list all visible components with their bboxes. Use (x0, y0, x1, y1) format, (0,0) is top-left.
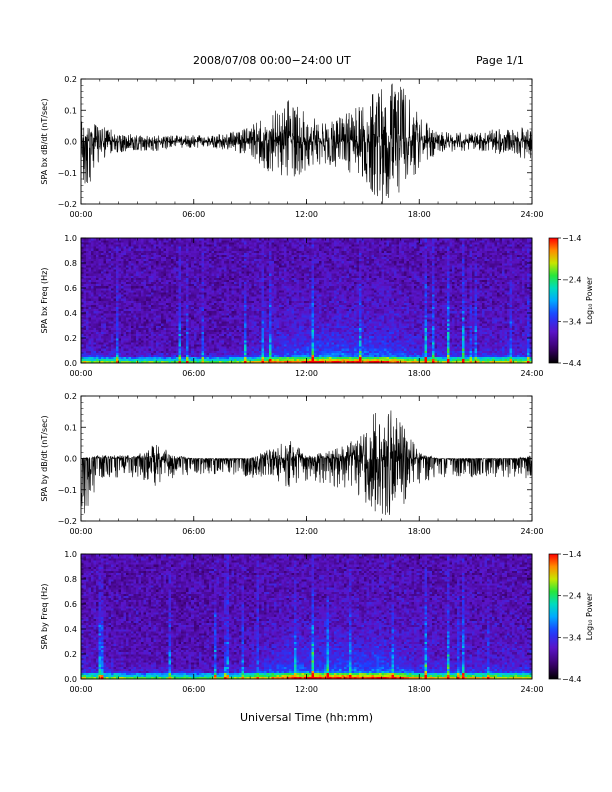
colorbar-label: Log₁₀ Power (585, 592, 594, 640)
y-tick-label: 0.2 (64, 650, 77, 659)
y-tick-label: 1.0 (64, 550, 77, 559)
y-tick-label: 0.8 (64, 575, 77, 584)
colorbar: −1.4 −2.4 −3.4 −4.4 Log₁₀ Power (549, 234, 594, 368)
spectrogram-cells (81, 554, 532, 679)
x-tick-label: 06:00 (182, 369, 205, 378)
x-tick-label: 06:00 (182, 527, 205, 536)
y-tick-label: 0.8 (64, 259, 77, 268)
y-tick-label: 0.2 (64, 75, 77, 84)
y-tick-label: 0.4 (64, 625, 77, 634)
colorbar-tick-label: −4.4 (562, 675, 581, 684)
colorbar-tick-label: −1.4 (562, 234, 581, 243)
x-tick-label: 00:00 (69, 210, 92, 219)
spectrogram-panel-4: 00:00 06:00 12:00 18:00 24:00 1.0 0.8 0.6 0.4 0.2… (40, 550, 594, 694)
colorbar-label: Log₁₀ Power (585, 276, 594, 324)
spectrogram-panel-2: 00:00 06:00 12:00 18:00 24:00 1.0 0.8 0.6 0.4 0.2… (40, 234, 594, 378)
colorbar-scale (549, 238, 558, 363)
spectrogram-cells (81, 238, 532, 363)
x-tick-label: 18:00 (408, 369, 431, 378)
x-axis-title: Universal Time (hh:mm) (240, 711, 373, 724)
y-axis-label: SPA bx Freq (Hz) (40, 268, 49, 334)
waveform-trace (81, 410, 532, 514)
y-tick-label: 0.6 (64, 600, 77, 609)
x-tick-label: 18:00 (408, 210, 431, 219)
y-tick-label: 0.2 (64, 334, 77, 343)
x-tick-label: 24:00 (520, 527, 543, 536)
y-tick-label: −0.2 (58, 517, 77, 526)
colorbar-scale (549, 554, 558, 679)
colorbar-tick-label: −2.4 (562, 592, 581, 601)
y-axis-label: SPA bx dB/dt (nT/sec) (40, 98, 49, 184)
y-tick-label: 0.0 (64, 675, 77, 684)
y-tick-label: 0.1 (64, 423, 77, 432)
y-tick-label: −0.2 (58, 200, 77, 209)
x-tick-label: 18:00 (408, 685, 431, 694)
x-tick-label: 06:00 (182, 685, 205, 694)
waveform-panel-3: 00:00 06:00 12:00 18:00 24:00 0.2 0.1 0.0 −0.1 −0… (40, 392, 544, 536)
colorbar-tick-label: −4.4 (562, 359, 581, 368)
y-tick-label: −0.1 (58, 486, 77, 495)
x-tick-label: 24:00 (520, 685, 543, 694)
y-tick-label: −0.1 (58, 169, 77, 178)
colorbar: −1.4 −2.4 −3.4 −4.4 Log₁₀ Power (549, 550, 594, 684)
y-tick-label: 0.4 (64, 309, 77, 318)
x-tick-label: 12:00 (295, 369, 318, 378)
colorbar-tick-label: −3.4 (562, 633, 581, 642)
colorbar-tick-label: −2.4 (562, 276, 581, 285)
y-tick-label: 0.1 (64, 106, 77, 115)
y-tick-label: 0.0 (64, 138, 77, 147)
colorbar-tick-label: −1.4 (562, 550, 581, 559)
colorbar-tick-label: −3.4 (562, 317, 581, 326)
y-axis-label: SPA by Freq (Hz) (40, 584, 49, 650)
x-tick-label: 12:00 (295, 527, 318, 536)
y-tick-label: 0.6 (64, 284, 77, 293)
x-tick-label: 00:00 (69, 369, 92, 378)
x-tick-label: 06:00 (182, 210, 205, 219)
x-tick-label: 00:00 (69, 527, 92, 536)
y-tick-label: 1.0 (64, 234, 77, 243)
x-tick-label: 24:00 (520, 369, 543, 378)
x-tick-label: 12:00 (295, 685, 318, 694)
y-axis-label: SPA by dB/dt (nT/sec) (40, 415, 49, 501)
x-tick-label: 12:00 (295, 210, 318, 219)
waveform-panel-1: 00:00 06:00 12:00 18:00 24:00 0.2 0.1 0.0 −0.1 −0… (40, 75, 544, 219)
y-tick-label: 0.2 (64, 392, 77, 401)
y-tick-label: 0.0 (64, 359, 77, 368)
x-tick-label: 24:00 (520, 210, 543, 219)
x-tick-label: 18:00 (408, 527, 431, 536)
waveform-trace (81, 84, 532, 204)
x-tick-label: 00:00 (69, 685, 92, 694)
y-tick-label: 0.0 (64, 455, 77, 464)
